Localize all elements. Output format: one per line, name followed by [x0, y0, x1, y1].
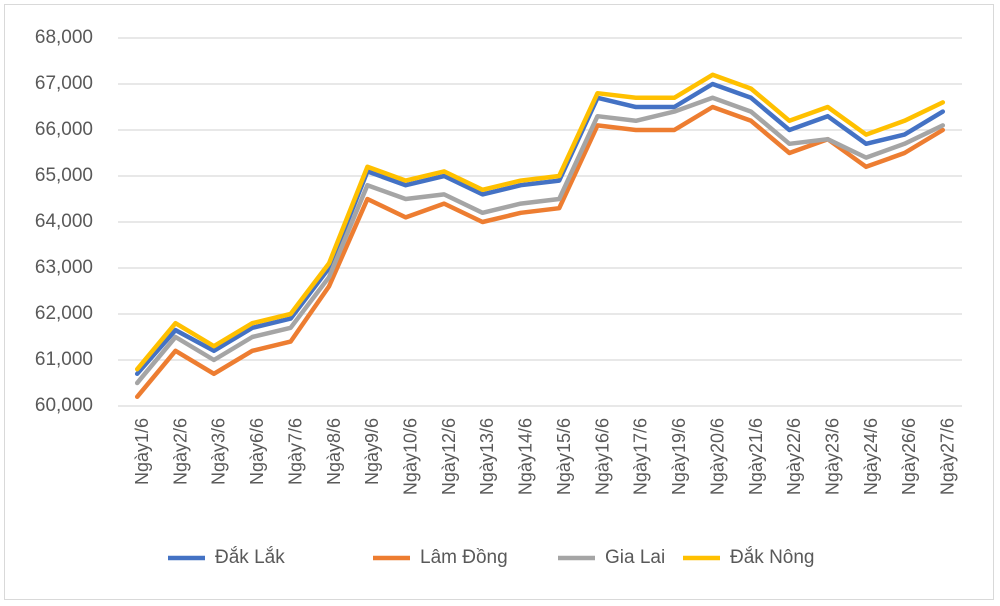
- x-tick-label: Ngày22/6: [784, 418, 804, 495]
- x-tick-label: Ngày6/6: [247, 418, 267, 485]
- y-axis: 60,000 61,000 62,000 63,000 64,000 65,000 66,0…: [35, 27, 93, 416]
- chart-frame: [4, 4, 994, 600]
- y-tick-label: 65,000: [35, 165, 93, 186]
- legend-label: Đắk Nông: [730, 546, 815, 568]
- x-tick-label: Ngày9/6: [362, 418, 382, 485]
- y-tick-label: 60,000: [35, 395, 93, 416]
- x-tick-label: Ngày14/6: [516, 418, 536, 495]
- series-line-1: [134, 81, 946, 377]
- series-line-3: [134, 95, 946, 386]
- y-tick-label: 63,000: [35, 257, 93, 278]
- x-tick-label: Ngày2/6: [170, 418, 190, 485]
- x-axis: Ngày1/6 Ngày2/6 Ngày3/6 Ngày6/6 Ngày7/6 Ngày8…: [132, 418, 958, 495]
- gridlines: [118, 37, 962, 407]
- series-lines: [134, 72, 946, 400]
- x-tick-label: Ngày16/6: [592, 418, 612, 495]
- x-tick-label: Ngày21/6: [746, 418, 766, 495]
- x-tick-label: Ngày20/6: [707, 418, 727, 495]
- x-tick-label: Ngày8/6: [324, 418, 344, 485]
- x-tick-label: Ngày1/6: [132, 418, 152, 485]
- x-tick-label: Ngày3/6: [209, 418, 229, 485]
- series-line-2: [134, 104, 946, 400]
- x-tick-label: Ngày27/6: [938, 418, 958, 495]
- legend: Đắk Lắk Lâm Đồng Gia Lai Đắk Nông: [168, 546, 815, 568]
- x-tick-label: Ngày15/6: [554, 418, 574, 495]
- x-tick-label: Ngày26/6: [899, 418, 919, 495]
- y-tick-label: 68,000: [35, 27, 93, 48]
- x-tick-label: Ngày24/6: [861, 418, 881, 495]
- x-tick-label: Ngày19/6: [669, 418, 689, 495]
- y-tick-label: 64,000: [35, 211, 93, 232]
- y-tick-label: 61,000: [35, 349, 93, 370]
- x-tick-label: Ngày7/6: [285, 418, 305, 485]
- legend-label: Lâm Đồng: [420, 547, 508, 568]
- y-tick-label: 66,000: [35, 119, 93, 140]
- x-tick-label: Ngày10/6: [400, 418, 420, 495]
- legend-label: Đắk Lắk: [215, 546, 285, 568]
- y-tick-label: 67,000: [35, 73, 93, 94]
- x-tick-label: Ngày23/6: [822, 418, 842, 495]
- legend-label: Gia Lai: [605, 547, 665, 568]
- series-line-4: [134, 72, 946, 372]
- x-tick-label: Ngày12/6: [439, 418, 459, 495]
- x-tick-label: Ngày13/6: [477, 418, 497, 495]
- x-tick-label: Ngày17/6: [631, 418, 651, 495]
- y-tick-label: 62,000: [35, 303, 93, 324]
